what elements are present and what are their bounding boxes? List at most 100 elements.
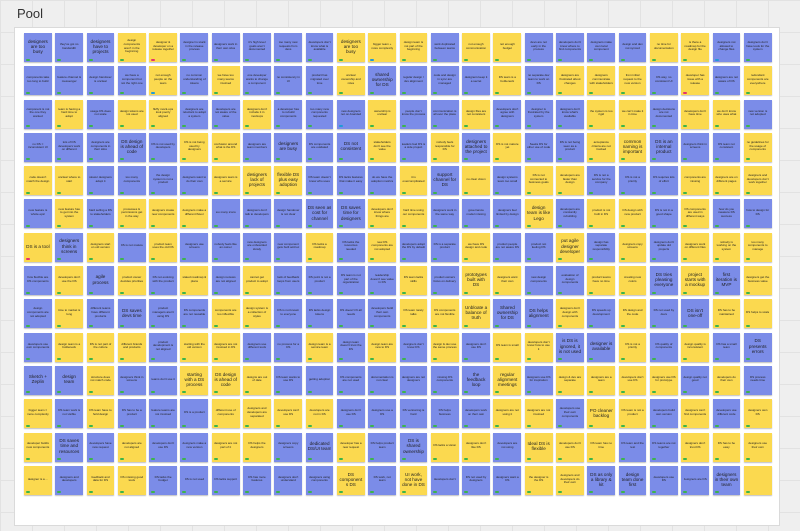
blue-sticky-note[interactable]: no consistency in UI (274, 66, 303, 96)
yellow-sticky-note[interactable]: not enough people on the team (149, 66, 177, 96)
blue-sticky-note[interactable]: no common understanding of tokens (180, 66, 209, 96)
blue-sticky-note[interactable]: DS doesn't fit all needs (336, 299, 365, 329)
blue-sticky-note[interactable]: designers want to do their own (180, 166, 209, 196)
yellow-sticky-note[interactable]: product team uses the old DS (149, 232, 177, 262)
yellow-sticky-note[interactable]: designs are out of date (243, 365, 271, 395)
yellow-sticky-note[interactable]: product teams have no time (587, 266, 616, 296)
yellow-sticky-note[interactable]: developers do their own (712, 365, 741, 395)
blue-sticky-note[interactable]: designers think in screens (55, 232, 84, 262)
yellow-sticky-note[interactable]: design files are not consistent (462, 99, 490, 129)
yellow-sticky-note[interactable]: design team is a bottleneck (55, 332, 84, 362)
blue-sticky-note[interactable]: nobody feels like an owner (211, 232, 240, 262)
yellow-sticky-note[interactable]: developers don't use the DS (55, 266, 84, 296)
yellow-sticky-note[interactable]: design team is a service team (305, 332, 334, 362)
blue-sticky-note[interactable]: designers work in their own silos (211, 33, 240, 62)
blue-sticky-note[interactable]: governance model missing (462, 199, 490, 229)
yellow-sticky-note[interactable]: design team are new to DS (368, 332, 397, 362)
yellow-sticky-note[interactable]: bigger team = more complexity (24, 399, 52, 429)
yellow-sticky-note[interactable]: DS team have to hold design (86, 399, 115, 429)
blue-sticky-note[interactable]: developers don't know what is available (305, 33, 334, 62)
blue-sticky-note[interactable]: DS components are outdated (305, 132, 334, 162)
blue-sticky-note[interactable]: designers don't understand (274, 465, 303, 495)
blue-sticky-note[interactable]: developers adopt the DS by default (399, 232, 428, 262)
blue-sticky-note[interactable]: DS is a separate product (430, 232, 459, 262)
yellow-sticky-note[interactable]: DS team lacks skills (399, 266, 428, 296)
yellow-sticky-note[interactable]: developer has issue with a release (681, 66, 710, 96)
blue-sticky-note[interactable]: new design components (524, 266, 553, 296)
yellow-sticky-note[interactable]: nobody feels responsible for DS (430, 132, 459, 162)
yellow-sticky-note[interactable]: project starts with a mockup (681, 266, 710, 296)
blue-sticky-note[interactable]: DS is shared ownership (399, 432, 428, 462)
yellow-sticky-note[interactable] (743, 465, 772, 495)
blue-sticky-note[interactable]: designers use DS for inspiration (524, 365, 553, 395)
yellow-sticky-note[interactable]: put agile designer developer (556, 232, 584, 262)
blue-sticky-note[interactable]: DS team doesn't know who uses (305, 166, 334, 196)
yellow-sticky-note[interactable]: Unbloate a balance of truth (462, 299, 490, 329)
blue-sticky-note[interactable]: DS speeds up development (587, 299, 616, 329)
yellow-sticky-note[interactable]: designers are not using it (493, 399, 522, 429)
blue-sticky-note[interactable]: DS saves devs time (117, 299, 146, 329)
yellow-sticky-note[interactable]: from initial request to the new version (618, 66, 647, 96)
yellow-sticky-note[interactable]: no time for documentation (649, 33, 678, 62)
yellow-sticky-note[interactable]: DS design and the code (618, 299, 647, 329)
blue-sticky-note[interactable]: DS as only a library & kit (587, 465, 616, 495)
yellow-sticky-note[interactable]: designers can't find components (681, 399, 710, 429)
blue-sticky-note[interactable]: designers are DS (681, 465, 710, 495)
yellow-sticky-note[interactable]: different brands and products (117, 332, 146, 362)
yellow-sticky-note[interactable]: creating new colors (618, 266, 647, 296)
yellow-sticky-note[interactable]: designers don't include it in mockups (243, 99, 271, 129)
blue-sticky-note[interactable]: designers are not aware of DS (712, 66, 741, 96)
blue-sticky-note[interactable]: shared ownership for DS (368, 66, 397, 96)
blue-sticky-note[interactable]: designers not allowed to change files (712, 33, 741, 62)
blue-sticky-note[interactable]: too many new requests from devs (274, 33, 303, 62)
yellow-sticky-note[interactable]: DS is a tool (24, 232, 52, 262)
blue-sticky-note[interactable]: is DS is ignored, it is not used (556, 332, 584, 362)
yellow-sticky-note[interactable]: DS lacks a roadmap (305, 232, 334, 262)
blue-sticky-note[interactable]: the feedback loop (462, 365, 490, 395)
blue-sticky-note[interactable]: one developer wants to change a componen… (243, 66, 271, 96)
yellow-sticky-note[interactable]: DS team is not a product (618, 399, 647, 429)
blue-sticky-note[interactable]: developers use own components (24, 332, 52, 362)
yellow-sticky-note[interactable]: starting with a DS process (180, 365, 209, 395)
blue-sticky-note[interactable]: too many new components requested (305, 99, 334, 129)
blue-sticky-note[interactable]: developers build own version (649, 399, 678, 429)
blue-sticky-note[interactable]: designers don't talk to developers (243, 199, 271, 229)
yellow-sticky-note[interactable]: DS team has no time (587, 432, 616, 462)
yellow-sticky-note[interactable]: designers are on different pages (712, 166, 741, 196)
yellow-sticky-note[interactable]: DS has to be easy (712, 432, 741, 462)
blue-sticky-note[interactable]: designers are reluctant to adopt a syste… (180, 99, 209, 129)
yellow-sticky-note[interactable]: DS is not connected to business goals (524, 166, 553, 196)
yellow-sticky-note[interactable]: DS is not mature yet (493, 132, 522, 162)
yellow-sticky-note[interactable]: unclear ownership and roles (336, 66, 365, 96)
yellow-sticky-note[interactable]: developers don't use DS (556, 432, 584, 462)
blue-sticky-note[interactable]: design reviews are not aligned (211, 266, 240, 296)
blue-sticky-note[interactable]: DS helps business (430, 399, 459, 429)
yellow-sticky-note[interactable]: DS is not part of the culture (86, 332, 115, 362)
blue-sticky-note[interactable]: agile process (86, 266, 115, 296)
yellow-sticky-note[interactable]: DS team is a bottleneck (493, 66, 522, 96)
yellow-sticky-note[interactable]: new feature has to get into the system (55, 199, 84, 229)
blue-sticky-note[interactable]: DS tries pleasing everyone (649, 266, 678, 296)
yellow-sticky-note[interactable]: nobody is working on the system (712, 232, 741, 262)
blue-sticky-note[interactable]: design and dev not synced (618, 33, 647, 62)
yellow-sticky-note[interactable]: structure does not match code (86, 365, 115, 395)
blue-sticky-note[interactable]: missing DS components (430, 365, 459, 395)
yellow-sticky-note[interactable]: not enough communication (462, 33, 490, 62)
blue-sticky-note[interactable]: designers make own local component (587, 33, 616, 62)
yellow-sticky-note[interactable]: design team is not part of the beginning (399, 33, 428, 62)
yellow-sticky-note[interactable]: designers make a different flavor (180, 199, 209, 229)
blue-sticky-note[interactable]: designers think in screens (681, 132, 710, 162)
yellow-sticky-note[interactable]: designers are frustrated about changes (556, 66, 584, 96)
yellow-sticky-note[interactable]: starting with the old version (180, 332, 209, 362)
blue-sticky-note[interactable]: DS is not in a good shape (649, 199, 678, 229)
yellow-sticky-note[interactable]: designer is a ... (24, 465, 52, 495)
yellow-sticky-note[interactable]: designers own DS (743, 399, 772, 429)
blue-sticky-note[interactable]: first iteration is MVP (712, 266, 741, 296)
yellow-sticky-note[interactable]: UI work, not have done in DS (399, 465, 428, 495)
blue-sticky-note[interactable]: communication is all over the place (430, 99, 459, 129)
yellow-sticky-note[interactable]: design team is like Lego (524, 199, 553, 229)
blue-sticky-note[interactable]: designers use a DS (368, 399, 397, 429)
blue-sticky-note[interactable]: DS is not being seen as a product (556, 132, 584, 162)
blue-sticky-note[interactable]: DS not used by devs (649, 299, 678, 329)
